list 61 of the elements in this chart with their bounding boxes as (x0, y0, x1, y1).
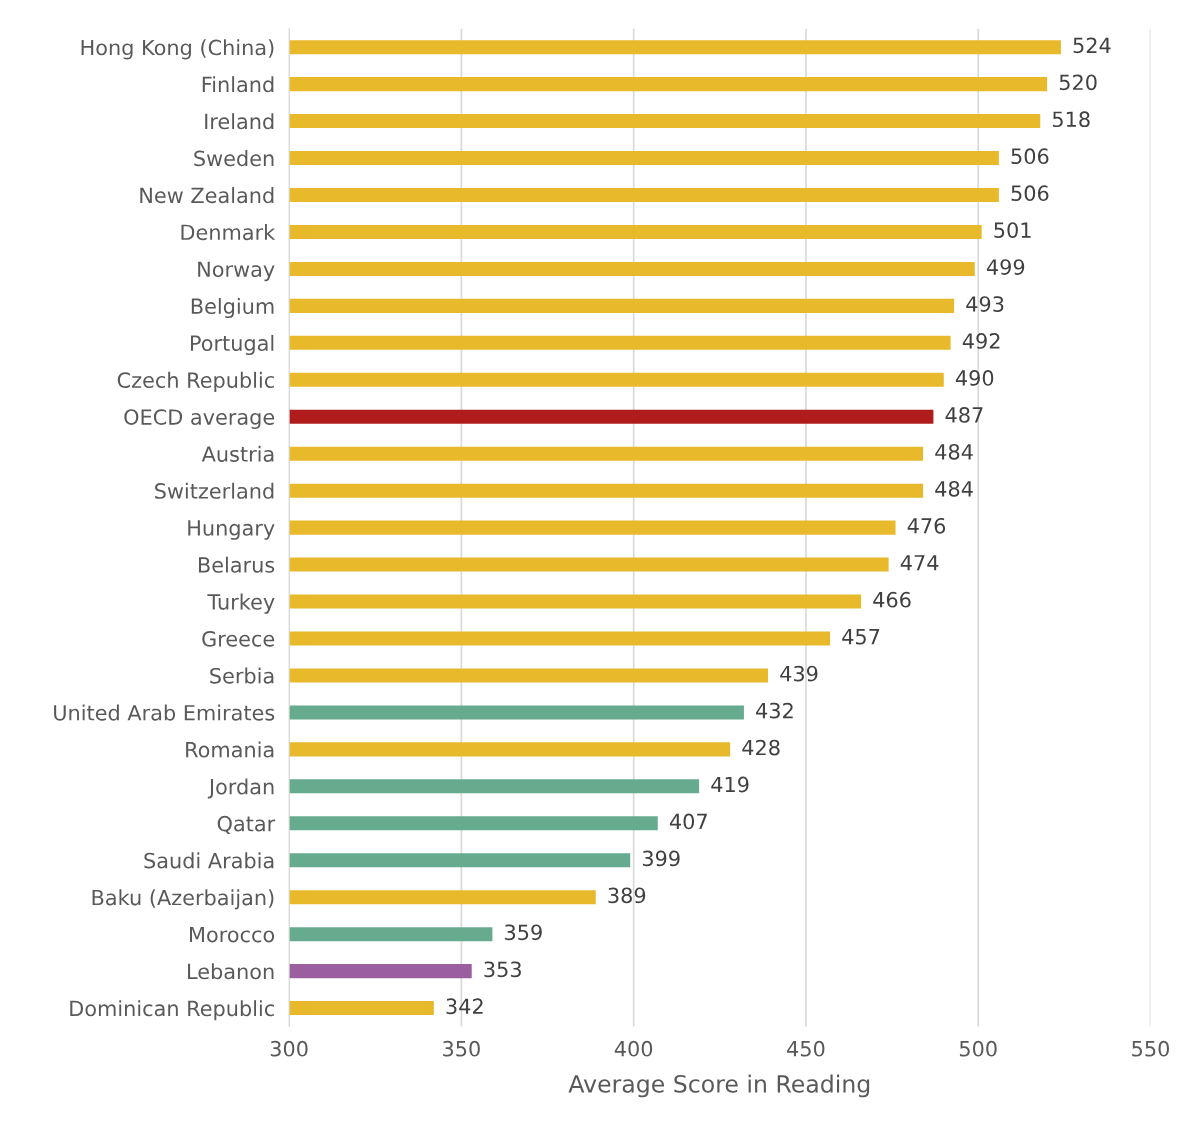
x-axis-title: Average Score in Reading (568, 1074, 870, 1098)
y-tick-label: Ireland (205, 113, 274, 130)
x-tick-label: 350 (443, 1040, 480, 1057)
y-tick-label: OECD average (124, 409, 275, 429)
y-tick-label: Austria (201, 445, 274, 462)
y-tick-label: United Arab Emirates (54, 704, 275, 721)
y-tick-label: Switzerland (155, 482, 274, 499)
data-label: 487 (945, 407, 983, 423)
data-label: 484 (935, 480, 973, 497)
y-tick-label: Finland (202, 76, 274, 93)
y-tick-label: Hong Kong (China) (81, 39, 274, 60)
y-tick-label: Dominican Republic (70, 1000, 274, 1021)
data-label: 484 (935, 443, 973, 460)
x-tick-label: 500 (959, 1040, 997, 1057)
y-tick-label: Morocco (190, 926, 275, 943)
data-label: 407 (669, 813, 707, 830)
data-label: 493 (966, 296, 1004, 312)
x-tick-label: 550 (1132, 1040, 1169, 1057)
y-tick-label: Jordan (207, 778, 274, 799)
y-tick-label: Norway (198, 261, 275, 282)
data-label: 492 (962, 333, 1000, 349)
data-label: 520 (1059, 74, 1097, 91)
y-tick-label: Saudi Arabia (144, 852, 274, 869)
y-tick-label: Belarus (198, 556, 275, 573)
y-tick-label: Sweden (194, 150, 274, 167)
data-label: 490 (955, 370, 994, 386)
y-tick-label: Hungary (188, 520, 275, 540)
data-label: 518 (1052, 111, 1090, 128)
data-label: 474 (900, 555, 939, 571)
data-label: 342 (446, 998, 483, 1015)
y-tick-label: Romania (186, 741, 274, 758)
x-tick-label: 450 (787, 1040, 825, 1057)
y-tick-label: Turkey (207, 593, 275, 614)
data-label: 439 (780, 665, 818, 682)
y-tick-label: Qatar (217, 815, 276, 834)
data-label: 499 (986, 259, 1025, 275)
y-tick-label: Portugal (190, 334, 274, 356)
data-label: 389 (608, 887, 646, 904)
data-label: 428 (742, 739, 780, 756)
data-label: 506 (1011, 148, 1049, 165)
data-label: 353 (484, 961, 521, 978)
data-label: 359 (505, 924, 542, 941)
data-label: 419 (711, 776, 749, 793)
y-tick-label: Greece (202, 630, 275, 647)
data-label: 524 (1073, 37, 1111, 54)
y-tick-label: New Zealand (140, 187, 274, 204)
data-label: 457 (842, 629, 880, 645)
data-label: 432 (756, 702, 793, 719)
y-tick-label: Baku (Azerbaijan) (92, 889, 274, 910)
y-tick-label: Lebanon (188, 963, 274, 980)
y-tick-label: Belgium (191, 297, 274, 319)
data-label: 506 (1011, 185, 1049, 202)
y-tick-label: Serbia (210, 667, 274, 684)
data-label: 466 (873, 591, 911, 608)
y-tick-label: Czech Republic (117, 371, 274, 393)
data-label: 476 (907, 517, 946, 534)
y-tick-label: Denmark (181, 224, 276, 241)
data-label: 399 (642, 850, 680, 867)
x-tick-label: 300 (270, 1040, 308, 1057)
x-tick-label: 400 (614, 1040, 653, 1057)
data-label: 501 (994, 222, 1031, 238)
